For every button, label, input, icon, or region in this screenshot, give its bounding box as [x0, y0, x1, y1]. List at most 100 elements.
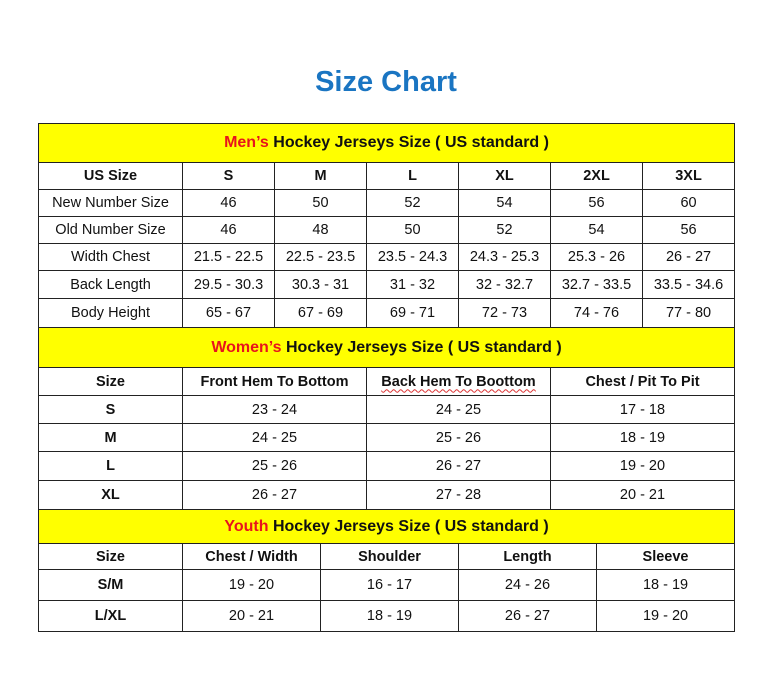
table-cell: 27 - 28	[366, 480, 551, 510]
column-header-label: XL	[495, 168, 514, 184]
column-header-label: 3XL	[675, 168, 702, 184]
column-header-label: 2XL	[583, 168, 610, 184]
row-label: New Number Size	[38, 189, 183, 217]
table-cell: 56	[641, 216, 736, 244]
section-heading: Youth Hockey Jerseys Size ( US standard …	[37, 509, 736, 544]
table-cell: 25 - 26	[182, 451, 367, 481]
table-cell: 24 - 25	[366, 395, 551, 424]
table-row: M 24 - 25 25 - 26 18 - 19	[38, 423, 735, 452]
column-header-label: S	[223, 168, 234, 184]
column-header-row: Size Chest / Width Shoulder Length Sleeve	[38, 543, 736, 570]
heading-text: Hockey Jerseys Size ( US standard )	[272, 517, 549, 535]
table-row: L 25 - 26 26 - 27 19 - 20	[38, 451, 735, 481]
table-cell: 18 - 19	[595, 569, 736, 601]
column-header-row: US Size S M L XL 2XL 3XL	[38, 162, 736, 190]
column-header-label: Back Hem To Boottom	[381, 373, 536, 390]
table-cell: 56	[550, 189, 643, 217]
table-cell: 72 - 73	[458, 298, 551, 328]
table-cell: 50	[366, 216, 459, 244]
section-heading: Men’s Hockey Jerseys Size ( US standard …	[37, 123, 736, 163]
row-label: Back Length	[38, 270, 183, 299]
table-cell: 18 - 19	[550, 423, 735, 452]
table-cell: 24.3 - 25.3	[458, 243, 551, 271]
column-header: 2XL	[550, 162, 643, 190]
page-title: Size Chart	[315, 66, 457, 98]
column-header-label: L	[408, 168, 417, 184]
heading-accent: Youth	[224, 517, 269, 535]
table-row: S/M 19 - 20 16 - 17 24 - 26 18 - 19	[38, 569, 736, 601]
table-cell: 26 - 27	[458, 600, 597, 632]
column-header-label: Size	[95, 548, 125, 565]
column-header-label: Shoulder	[358, 548, 421, 565]
section-heading-cell: Women’s Hockey Jerseys Size ( US standar…	[38, 327, 735, 368]
table-cell: 46	[182, 189, 275, 217]
table-cell: 67 - 69	[274, 298, 367, 328]
column-header-label: Size	[95, 373, 125, 390]
table-cell: 54	[458, 189, 551, 217]
mens-size-table: Men’s Hockey Jerseys Size ( US standard …	[37, 123, 736, 328]
table-cell: 60	[641, 189, 736, 217]
column-header-label: Chest / Pit To Pit	[585, 373, 700, 390]
table-cell: 17 - 18	[550, 395, 735, 424]
row-label: S	[38, 395, 183, 424]
row-label: Old Number Size	[38, 216, 183, 244]
table-cell: 69 - 71	[366, 298, 459, 328]
table-cell: 20 - 21	[182, 600, 321, 632]
table-cell: 46	[182, 216, 275, 244]
table-cell: 74 - 76	[550, 298, 643, 328]
table-cell: 19 - 20	[595, 600, 736, 632]
column-header: Sleeve	[595, 543, 736, 570]
table-cell: 18 - 19	[320, 600, 459, 632]
table-row: Body Height 65 - 67 67 - 69 69 - 71 72 - 73 7…	[38, 298, 736, 328]
column-header-label: Chest / Width	[205, 548, 298, 565]
table-cell: 54	[550, 216, 643, 244]
section-heading-cell: Men’s Hockey Jerseys Size ( US standard …	[37, 123, 736, 163]
table-cell: 19 - 20	[182, 569, 321, 601]
column-header: Length	[458, 543, 597, 570]
table-cell: 24 - 26	[458, 569, 597, 601]
table-cell: 33.5 - 34.6	[641, 270, 736, 299]
column-header-label: M	[314, 168, 327, 184]
heading-text: Hockey Jerseys Size ( US standard )	[286, 338, 562, 356]
table-row: Old Number Size 46 48 50 52 54 56	[38, 216, 736, 244]
table-cell: 31 - 32	[366, 270, 459, 299]
table-row: L/XL 20 - 21 18 - 19 26 - 27 19 - 20	[38, 600, 736, 632]
column-header: Chest / Width	[182, 543, 321, 570]
row-label: Width Chest	[38, 243, 183, 271]
column-header: 3XL	[641, 162, 736, 190]
column-header: Shoulder	[320, 543, 459, 570]
table-cell: 21.5 - 22.5	[182, 243, 275, 271]
heading-accent: Men’s	[224, 134, 269, 151]
table-cell: 48	[274, 216, 367, 244]
table-cell: 50	[274, 189, 367, 217]
column-header: Front Hem To Bottom	[182, 367, 367, 396]
column-header-label: Front Hem To Bottom	[200, 373, 349, 390]
column-header: Size	[38, 543, 183, 570]
row-label: M	[38, 423, 183, 452]
row-label: L	[38, 451, 183, 481]
column-header: XL	[458, 162, 551, 190]
table-cell: 26 - 27	[182, 480, 367, 510]
table-cell: 23.5 - 24.3	[366, 243, 459, 271]
column-header: Chest / Pit To Pit	[550, 367, 735, 396]
womens-size-table: Women’s Hockey Jerseys Size ( US standar…	[38, 327, 735, 510]
table-cell: 65 - 67	[182, 298, 275, 328]
section-heading: Women’s Hockey Jerseys Size ( US standar…	[38, 327, 735, 368]
table-cell: 20 - 21	[550, 480, 735, 510]
table-cell: 32.7 - 33.5	[550, 270, 643, 299]
section-heading-cell: Youth Hockey Jerseys Size ( US standard …	[37, 509, 736, 544]
table-row: Back Length 29.5 - 30.3 30.3 - 31 31 - 32 32…	[38, 270, 736, 299]
column-header: Back Hem To Boottom	[366, 367, 551, 396]
table-cell: 24 - 25	[182, 423, 367, 452]
table-cell: 52	[458, 216, 551, 244]
column-header: S	[182, 162, 275, 190]
column-header: L	[366, 162, 459, 190]
table-cell: 32 - 32.7	[458, 270, 551, 299]
table-cell: 26 - 27	[366, 451, 551, 481]
column-header: Size	[38, 367, 183, 396]
table-cell: 26 - 27	[641, 243, 736, 271]
heading-text: Hockey Jerseys Size ( US standard )	[273, 134, 549, 151]
column-header: M	[274, 162, 367, 190]
table-cell: 29.5 - 30.3	[182, 270, 275, 299]
table-cell: 25 - 26	[366, 423, 551, 452]
